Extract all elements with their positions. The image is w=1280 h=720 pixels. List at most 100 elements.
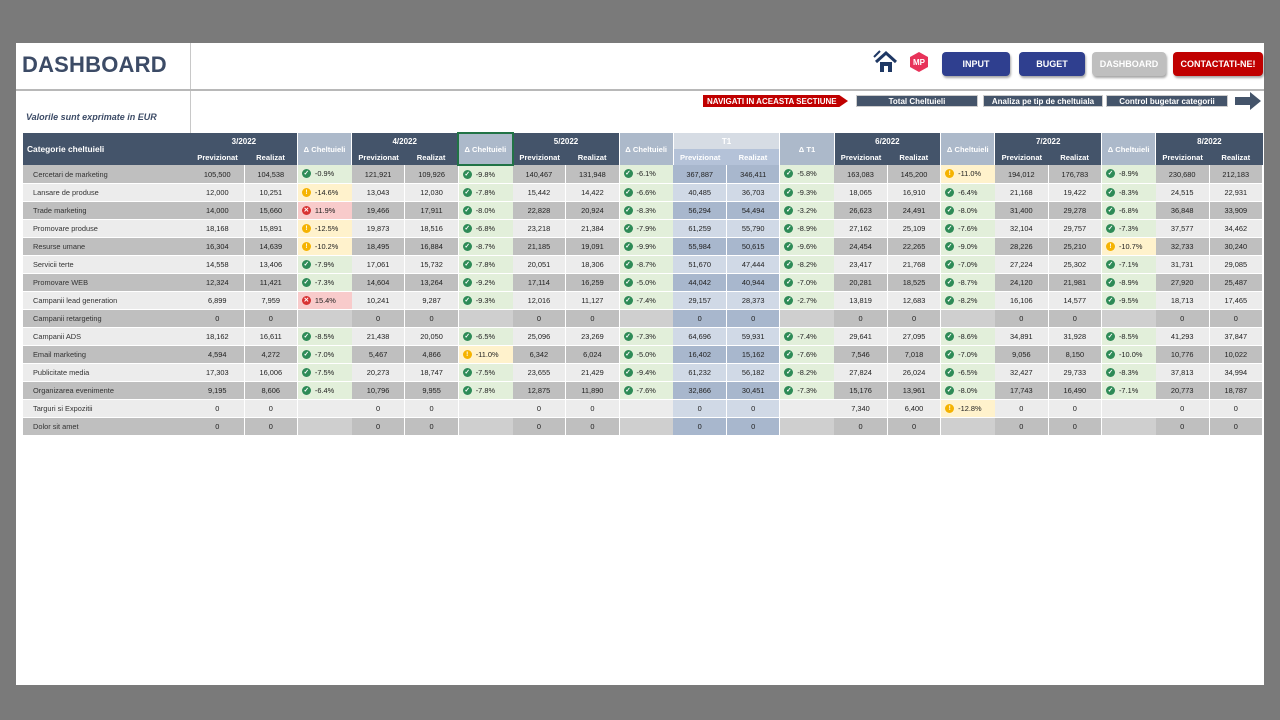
actual-subheader: Realizat — [244, 149, 298, 165]
actual-value: 0 — [404, 399, 459, 418]
check-status-icon: ✓ — [462, 188, 472, 197]
actual-value: 0 — [887, 417, 942, 436]
check-status-icon: ✓ — [1105, 368, 1115, 377]
buget-button[interactable]: BUGET — [1019, 52, 1085, 76]
check-status-icon: ✓ — [784, 169, 794, 178]
actual-value: 104,538 — [244, 165, 298, 184]
nav-analiza-tip[interactable]: Analiza pe tip de cheltuiala — [983, 95, 1103, 107]
category-cell: Campanii retargeting — [23, 309, 191, 328]
delta-value: -5.0% — [636, 350, 656, 359]
delta-cell — [940, 309, 995, 328]
delta-header: Δ T1 — [779, 133, 835, 165]
delta-header[interactable]: Δ Cheltuieli — [457, 132, 514, 166]
delta-value: -8.7% — [636, 260, 656, 269]
delta-value: -7.0% — [314, 350, 335, 359]
actual-value: 0 — [1209, 417, 1264, 436]
delta-cell: ✓ -9.8% — [458, 165, 513, 184]
actual-value: 59,931 — [726, 327, 781, 346]
actual-value: 22,931 — [1209, 183, 1264, 202]
planned-value: 23,218 — [512, 219, 567, 238]
actual-value: 23,269 — [565, 327, 620, 346]
category-cell: Cercetari de marketing — [23, 165, 191, 184]
actual-value: 47,444 — [726, 255, 781, 274]
check-status-icon: ✓ — [784, 206, 794, 215]
actual-value: 18,516 — [404, 219, 459, 238]
planned-value: 21,438 — [351, 327, 406, 346]
check-status-icon: ✓ — [462, 170, 472, 179]
actual-value: 10,251 — [244, 183, 298, 202]
table-row: Campanii retargeting 0 0 0 0 0 0 0 0 0 0 0 0 0 0 — [23, 309, 1264, 328]
delta-cell: ✓ -7.5% — [458, 363, 513, 382]
planned-value: 61,259 — [673, 219, 728, 238]
actual-value: 4,866 — [404, 345, 459, 364]
actual-value: 11,127 — [565, 291, 620, 310]
check-status-icon: ✓ — [784, 386, 794, 395]
check-status-icon: ✓ — [462, 224, 472, 233]
actual-value: 109,926 — [404, 165, 459, 184]
planned-value: 14,000 — [190, 201, 245, 220]
table-row: Targuri si Expozitii 0 0 0 0 0 0 0 0 7,340 6,400! -… — [23, 399, 1264, 418]
check-status-icon: ✓ — [462, 260, 472, 269]
actual-value: 25,109 — [887, 219, 942, 238]
delta-cell: ✓ -7.8% — [458, 255, 513, 274]
planned-value: 0 — [673, 309, 728, 328]
table-row: Trade marketing 14,000 15,660 ✕ 11.9% 19,466 1… — [23, 201, 1264, 220]
delta-cell: ✓ -8.5% — [1101, 327, 1156, 346]
contact-button[interactable]: CONTACTATI-NE! — [1173, 52, 1263, 76]
planned-subheader: Previzionat — [351, 149, 405, 165]
delta-value: -8.3% — [1118, 368, 1139, 377]
currency-note: Valorile sunt exprimate in EUR — [26, 112, 157, 122]
planned-value: 4,594 — [190, 345, 245, 364]
planned-value: 17,743 — [994, 381, 1049, 400]
check-status-icon: ✓ — [1105, 260, 1115, 269]
delta-value: -11.0% — [475, 350, 499, 359]
check-status-icon: ✓ — [945, 188, 955, 197]
arrow-right-icon[interactable] — [1234, 92, 1262, 110]
planned-subheader: Previzionat — [1155, 149, 1210, 165]
delta-cell: ✓ -8.9% — [779, 219, 835, 238]
home-icon[interactable] — [873, 49, 899, 75]
delta-value: -12.5% — [314, 224, 339, 233]
delta-cell — [458, 399, 513, 418]
check-status-icon: ✓ — [784, 224, 794, 233]
delta-value: -7.1% — [1118, 260, 1139, 269]
page-title: DASHBOARD — [22, 52, 167, 77]
planned-value: 0 — [190, 309, 245, 328]
planned-value: 23,655 — [512, 363, 567, 382]
planned-value: 17,061 — [351, 255, 406, 274]
planned-value: 32,733 — [1155, 237, 1210, 256]
dashboard-button[interactable]: DASHBOARD — [1092, 52, 1166, 76]
delta-cell — [1101, 417, 1156, 436]
planned-value: 23,417 — [834, 255, 888, 274]
delta-value: -7.1% — [1118, 386, 1139, 395]
category-cell: Publicitate media — [23, 363, 191, 382]
actual-value: 8,150 — [1048, 345, 1102, 364]
actual-value: 20,050 — [404, 327, 459, 346]
actual-value: 29,733 — [1048, 363, 1102, 382]
actual-value: 20,924 — [565, 201, 620, 220]
delta-value: -8.3% — [1118, 188, 1139, 197]
input-button[interactable]: INPUT — [942, 52, 1010, 76]
delta-cell: ✓ -9.4% — [619, 363, 674, 382]
delta-cell — [940, 417, 995, 436]
table-row: Resurse umane 16,304 14,639! -10.2% 18,495 16… — [23, 237, 1264, 256]
delta-header: Δ Cheltuieli — [1100, 133, 1157, 165]
check-status-icon: ✓ — [301, 332, 311, 341]
planned-value: 0 — [190, 399, 245, 418]
planned-subheader: Previzionat — [512, 149, 566, 165]
check-status-icon: ✓ — [462, 206, 472, 215]
period-header: 6/2022 — [834, 133, 941, 149]
planned-value: 0 — [673, 399, 728, 418]
nav-control-bugetar[interactable]: Control bugetar categorii — [1106, 95, 1228, 107]
actual-value: 40,944 — [726, 273, 781, 292]
delta-cell: ✓ -8.3% — [1101, 363, 1156, 382]
planned-value: 20,773 — [1155, 381, 1210, 400]
check-status-icon: ✓ — [623, 242, 633, 251]
delta-cell: ! -12.5% — [297, 219, 352, 238]
nav-total-cheltuieli[interactable]: Total Cheltuieli — [856, 95, 978, 107]
actual-value: 0 — [244, 399, 298, 418]
table-row: Servicii terte 14,558 13,406 ✓ -7.9% 17,061 15… — [23, 255, 1264, 274]
delta-cell: ✓ -6.4% — [297, 381, 352, 400]
delta-value: -7.8% — [475, 260, 496, 269]
table-row: Promovare WEB 12,324 11,421 ✓ -7.3% 14,604 13,… — [23, 273, 1264, 292]
